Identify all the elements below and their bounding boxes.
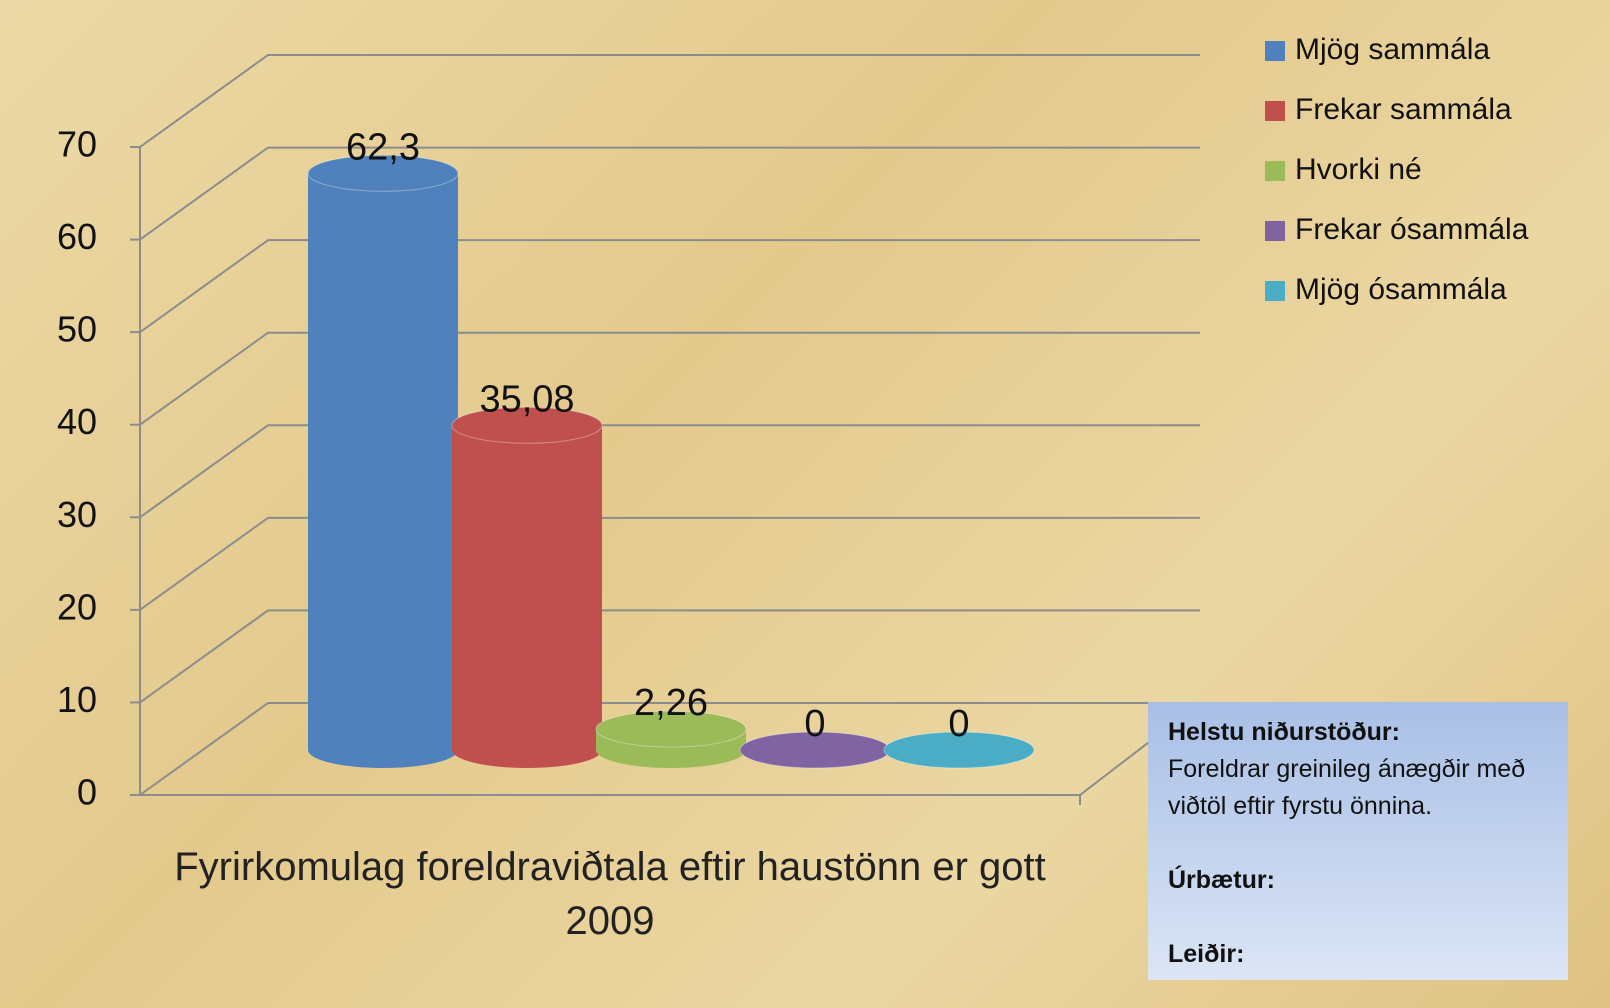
value-label: 35,08 (479, 378, 574, 420)
legend-swatch (1265, 161, 1285, 181)
legend-swatch (1265, 281, 1285, 301)
grid-line (139, 424, 1200, 519)
legend-label: Hvorki né (1295, 153, 1422, 186)
text-box: Helstu niðurstöður: Foreldrar greinileg … (1148, 702, 1568, 980)
legend-label: Mjög sammála (1295, 33, 1490, 66)
value-label: 62,3 (346, 126, 420, 168)
legend-label: Mjög ósammála (1295, 273, 1507, 306)
y-tick-label: 40 (57, 401, 97, 442)
value-label: 0 (948, 703, 969, 745)
grid-line (139, 146, 1200, 241)
grid-line (139, 239, 1200, 333)
improvements: Úrbætur: (1168, 866, 1275, 894)
bar (883, 731, 1035, 769)
y-tick-label: 60 (57, 216, 97, 257)
bar (451, 406, 603, 768)
grid-line (139, 609, 1200, 704)
value-label: 2,26 (634, 682, 708, 724)
legend-swatch (1265, 101, 1285, 121)
y-tick-label: 0 (77, 772, 97, 813)
legend-label: Frekar ósammála (1295, 213, 1529, 246)
y-tick-label: 10 (57, 679, 97, 720)
y-tick-label: 30 (57, 494, 97, 535)
grid-line (139, 331, 1200, 426)
y-tick-label: 50 (57, 309, 97, 350)
bar (307, 154, 459, 768)
actions: Leiðir: (1168, 940, 1245, 968)
value-label: 0 (804, 703, 825, 745)
legend-swatch (1265, 221, 1285, 241)
grid-line (139, 702, 1200, 796)
grid-line (139, 516, 1200, 611)
finding: Foreldrar greinileg ánægðir með viðtöl e… (1168, 755, 1526, 820)
y-tick-label: 20 (57, 586, 97, 627)
legend-label: Frekar sammála (1295, 93, 1512, 126)
grid-line (139, 54, 1200, 148)
bar (595, 710, 747, 768)
legend-swatch (1265, 41, 1285, 61)
heading: Helstu niðurstöður: (1168, 718, 1400, 746)
category-label: Fyrirkomulag foreldraviðtala eftir haust… (174, 845, 1046, 943)
y-tick-label: 70 (57, 124, 97, 165)
